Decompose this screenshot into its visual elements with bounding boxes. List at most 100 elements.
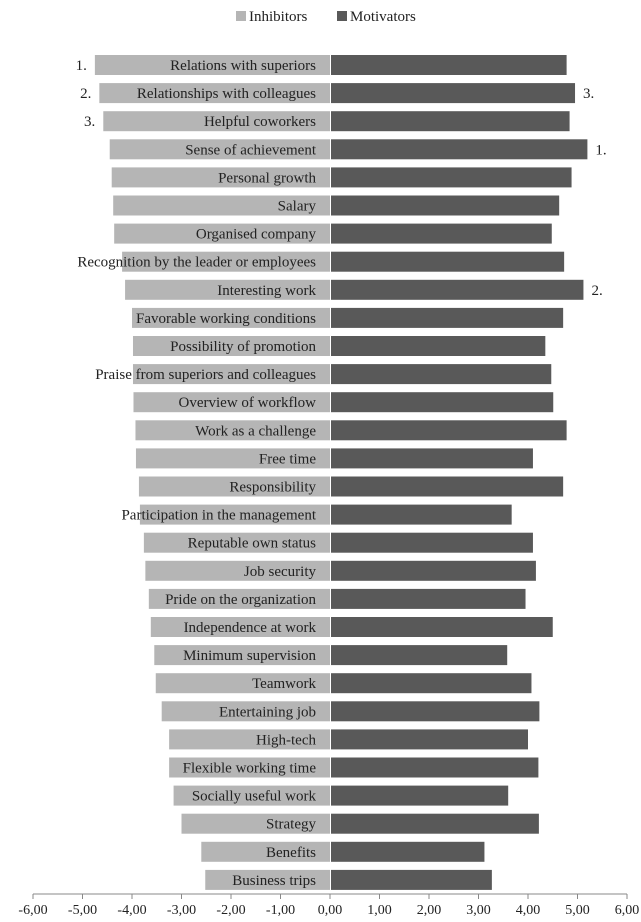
- bar-motivators-pride-on-the-organization: [331, 588, 526, 609]
- category-label-recognition-by-the-leader-or-employees: Recognition by the leader or employees: [77, 255, 316, 271]
- bar-inhibitors-business-trips: [205, 869, 330, 890]
- bar-motivators-job-security: [331, 560, 536, 581]
- x-tick-label: -1,00: [266, 903, 295, 918]
- rank-label-motivators-sense-of-achievement: 1.: [595, 142, 606, 158]
- bar-motivators-participation-in-the-management: [331, 504, 512, 525]
- x-tick-label: 2,00: [417, 903, 442, 918]
- bar-inhibitors-participation-in-the-management: [139, 504, 330, 525]
- bar-inhibitors-high-tech: [169, 729, 330, 750]
- bar-motivators-relations-with-superiors: [331, 55, 567, 75]
- category-label-personal-growth: Personal growth: [218, 170, 316, 186]
- bar-inhibitors-sense-of-achievement: [109, 139, 330, 160]
- category-label-praise-from-superiors-and-colleagues: Praise from superiors and colleagues: [95, 367, 316, 383]
- bar-inhibitors-entertaining-job: [161, 701, 330, 722]
- category-label-high-tech: High-tech: [256, 732, 316, 748]
- bar-inhibitors-flexible-working-time: [169, 757, 330, 778]
- bar-motivators-free-time: [331, 448, 533, 469]
- category-label-business-trips: Business trips: [232, 873, 316, 889]
- bar-motivators-high-tech: [331, 729, 528, 750]
- category-label-favorable-working-conditions: Favorable working conditions: [136, 311, 316, 327]
- bar-inhibitors-strategy: [181, 813, 330, 834]
- category-label-relationships-with-colleagues: Relationships with colleagues: [137, 86, 316, 102]
- bar-inhibitors-relations-with-superiors: [94, 55, 330, 75]
- rank-labels: 1. 2. 3. 3. 1. 2.: [76, 58, 607, 299]
- category-label-strategy: Strategy: [266, 817, 316, 833]
- bar-inhibitors-teamwork: [155, 673, 330, 694]
- category-label-possibility-of-promotion: Possibility of promotion: [170, 339, 316, 355]
- bar-motivators-socially-useful-work: [331, 785, 509, 806]
- bar-motivators-possibility-of-promotion: [331, 336, 546, 356]
- x-tick-label: -6,00: [18, 903, 47, 918]
- rank-label-motivators-interesting-work: 2.: [591, 283, 602, 299]
- x-axis: -6,00 -5,00 -4,00 -3,00 -2,00 -1,00 0,00 1,00 2,…: [18, 893, 640, 918]
- bar-motivators-relationships-with-colleagues: [331, 83, 576, 104]
- legend-swatch-motivators: [337, 11, 347, 21]
- category-label-overview-of-workflow: Overview of workflow: [179, 395, 317, 411]
- bar-inhibitors-free-time: [135, 448, 330, 469]
- bar-motivators-minimum-supervision: [331, 645, 508, 666]
- bar-motivators-flexible-working-time: [331, 757, 539, 778]
- category-label-interesting-work: Interesting work: [217, 283, 316, 299]
- bar-motivators-interesting-work: [331, 279, 584, 300]
- bar-inhibitors-favorable-working-conditions: [132, 307, 330, 328]
- bar-inhibitors-socially-useful-work: [173, 785, 330, 806]
- bar-inhibitors-pride-on-the-organization: [148, 588, 330, 609]
- rank-label-inhibitors-relationships-with-colleagues: 2.: [80, 86, 91, 102]
- category-label-benefits: Benefits: [266, 845, 316, 861]
- category-label-organised-company: Organised company: [196, 227, 317, 243]
- x-tick-label: 0,00: [318, 903, 343, 918]
- category-label-minimum-supervision: Minimum supervision: [183, 648, 316, 664]
- bar-motivators-benefits: [331, 841, 485, 862]
- bar-inhibitors-helpful-coworkers: [103, 111, 330, 132]
- bar-inhibitors-possibility-of-promotion: [132, 336, 330, 356]
- rank-label-inhibitors-helpful-coworkers: 3.: [84, 114, 95, 130]
- category-label-relations-with-superiors: Relations with superiors: [170, 58, 316, 74]
- x-tick-label: -5,00: [68, 903, 97, 918]
- category-label-sense-of-achievement: Sense of achievement: [185, 142, 317, 158]
- chart-legend: Inhibitors Motivators: [236, 9, 416, 25]
- x-tick-label: 4,00: [516, 903, 541, 918]
- category-label-entertaining-job: Entertaining job: [219, 704, 316, 720]
- bar-motivators-reputable-own-status: [331, 532, 533, 553]
- rank-label-motivators-relationships-with-colleagues: 3.: [583, 86, 594, 102]
- bar-motivators-overview-of-workflow: [331, 392, 554, 413]
- bars-layer: [94, 55, 588, 890]
- bar-inhibitors-job-security: [145, 560, 330, 581]
- bar-inhibitors-overview-of-workflow: [133, 392, 330, 413]
- x-tick-label: 6,00: [615, 903, 640, 918]
- bar-inhibitors-independence-at-work: [150, 617, 330, 637]
- bar-inhibitors-recognition-by-the-leader-or-employees: [122, 251, 330, 272]
- category-label-reputable-own-status: Reputable own status: [188, 536, 316, 552]
- legend-label-inhibitors: Inhibitors: [249, 9, 307, 25]
- bar-motivators-independence-at-work: [331, 617, 553, 637]
- bar-motivators-strategy: [331, 813, 539, 834]
- bar-inhibitors-organised-company: [114, 223, 331, 244]
- category-label-flexible-working-time: Flexible working time: [183, 761, 317, 777]
- rank-label-inhibitors-relations-with-superiors: 1.: [76, 58, 87, 74]
- x-tick-label: 5,00: [565, 903, 590, 918]
- legend-label-motivators: Motivators: [350, 9, 416, 25]
- bar-inhibitors-personal-growth: [111, 167, 330, 188]
- category-label-teamwork: Teamwork: [252, 676, 316, 692]
- bar-motivators-personal-growth: [331, 167, 572, 188]
- x-tick-label: -3,00: [167, 903, 196, 918]
- bar-inhibitors-praise-from-superiors-and-colleagues: [132, 364, 330, 385]
- bar-inhibitors-benefits: [201, 841, 330, 862]
- category-label-salary: Salary: [278, 199, 317, 215]
- bar-inhibitors-reputable-own-status: [143, 532, 330, 553]
- bar-inhibitors-salary: [113, 195, 330, 216]
- bar-motivators-sense-of-achievement: [331, 139, 588, 160]
- bar-inhibitors-responsibility: [138, 476, 330, 497]
- bar-motivators-responsibility: [331, 476, 564, 497]
- x-tick-label: 3,00: [466, 903, 491, 918]
- bar-motivators-salary: [331, 195, 560, 216]
- category-label-participation-in-the-management: Participation in the management: [121, 508, 316, 524]
- x-tick-label: -4,00: [117, 903, 146, 918]
- bar-inhibitors-work-as-a-challenge: [135, 420, 330, 441]
- category-label-responsibility: Responsibility: [229, 480, 316, 496]
- bar-inhibitors-relationships-with-colleagues: [99, 83, 330, 104]
- bar-motivators-entertaining-job: [331, 701, 540, 722]
- category-label-socially-useful-work: Socially useful work: [192, 789, 317, 805]
- bar-motivators-business-trips: [331, 869, 492, 890]
